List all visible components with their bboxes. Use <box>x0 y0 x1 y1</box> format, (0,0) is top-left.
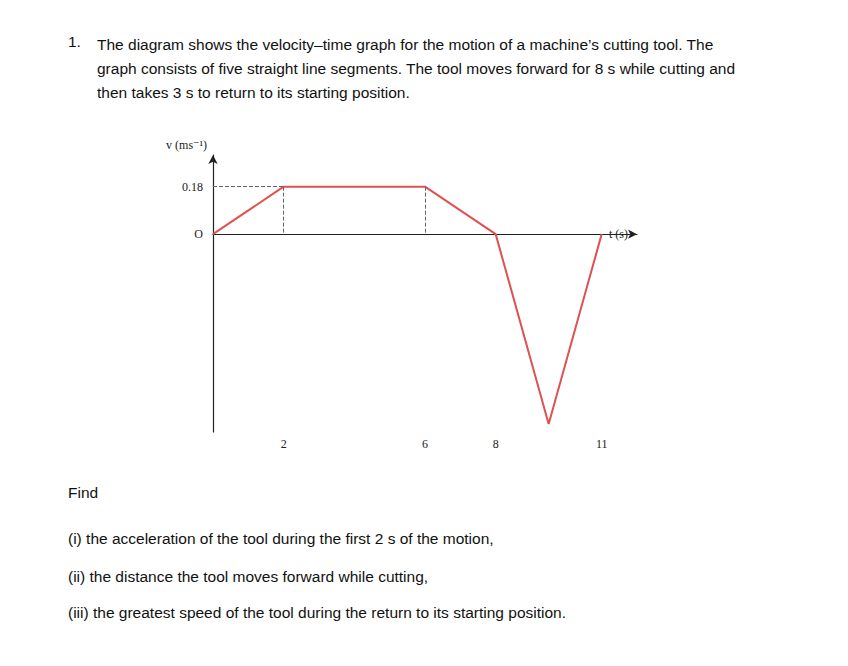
html-text:Find: Find <box>68 484 99 501</box>
svg-text:8: 8 <box>493 437 499 450</box>
svg-text:2: 2 <box>281 437 287 450</box>
svg-text:6: 6 <box>422 437 428 450</box>
html-text:(iii) the greatest speed of th: (iii) the greatest speed of the tool dur… <box>68 604 566 621</box>
html-text:then takes 3 s to return to it: then takes 3 s to return to its starting… <box>97 84 410 101</box>
html-text:The diagram shows the velocity: The diagram shows the velocity–time grap… <box>97 36 714 53</box>
svg-text:0.18: 0.18 <box>182 180 203 194</box>
svg-text:t (s): t (s) <box>609 227 628 242</box>
html-text:(ii) the distance the tool mov: (ii) the distance the tool moves forward… <box>68 568 429 585</box>
html-text:graph consists of five straigh: graph consists of five straight line seg… <box>97 60 736 77</box>
svg-text:O: O <box>194 227 203 241</box>
html-text:(i) the acceleration of the to: (i) the acceleration of the tool during … <box>68 530 494 547</box>
svg-text:11: 11 <box>596 437 608 450</box>
svg-text:v (ms⁻¹): v (ms⁻¹) <box>166 138 207 152</box>
html-text:1.: 1. <box>68 33 81 50</box>
